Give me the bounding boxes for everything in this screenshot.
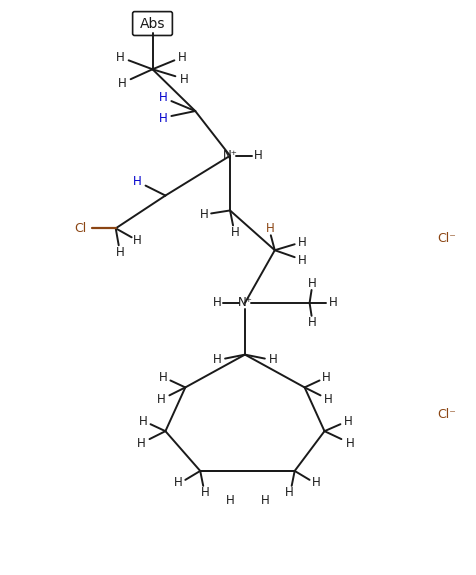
Text: H: H (139, 415, 148, 428)
Text: H: H (321, 371, 330, 384)
Text: Abs: Abs (139, 17, 165, 30)
Text: N⁺: N⁺ (237, 296, 252, 309)
Text: H: H (225, 494, 234, 507)
Text: H: H (323, 393, 332, 406)
Text: N⁺: N⁺ (222, 150, 237, 162)
Text: H: H (133, 175, 142, 188)
Text: H: H (212, 353, 221, 366)
Text: H: H (118, 76, 127, 90)
Text: H: H (159, 371, 168, 384)
Text: H: H (179, 72, 188, 86)
Text: H: H (178, 51, 186, 64)
Text: H: H (116, 246, 125, 259)
Text: H: H (311, 476, 320, 489)
Text: H: H (212, 296, 221, 309)
Text: H: H (159, 91, 168, 103)
Text: H: H (307, 277, 316, 290)
Text: H: H (328, 296, 337, 309)
Text: H: H (298, 254, 307, 267)
Text: H: H (307, 316, 316, 329)
Text: Cl⁻: Cl⁻ (436, 232, 455, 245)
Text: H: H (268, 353, 277, 366)
Text: H: H (230, 226, 239, 239)
Text: H: H (159, 113, 168, 125)
Text: H: H (200, 486, 209, 499)
Text: H: H (199, 208, 208, 221)
Text: H: H (137, 436, 146, 450)
Text: H: H (345, 436, 354, 450)
Text: H: H (343, 415, 352, 428)
Text: H: H (298, 236, 307, 249)
Text: H: H (285, 486, 294, 499)
Text: H: H (133, 234, 142, 247)
Text: Cl: Cl (74, 222, 86, 235)
Text: H: H (265, 222, 274, 235)
Text: H: H (174, 476, 182, 489)
Text: H: H (116, 51, 125, 64)
Text: H: H (253, 150, 262, 162)
Text: Cl⁻: Cl⁻ (436, 408, 455, 421)
Text: H: H (157, 393, 166, 406)
FancyBboxPatch shape (132, 12, 172, 36)
Text: H: H (260, 494, 268, 507)
